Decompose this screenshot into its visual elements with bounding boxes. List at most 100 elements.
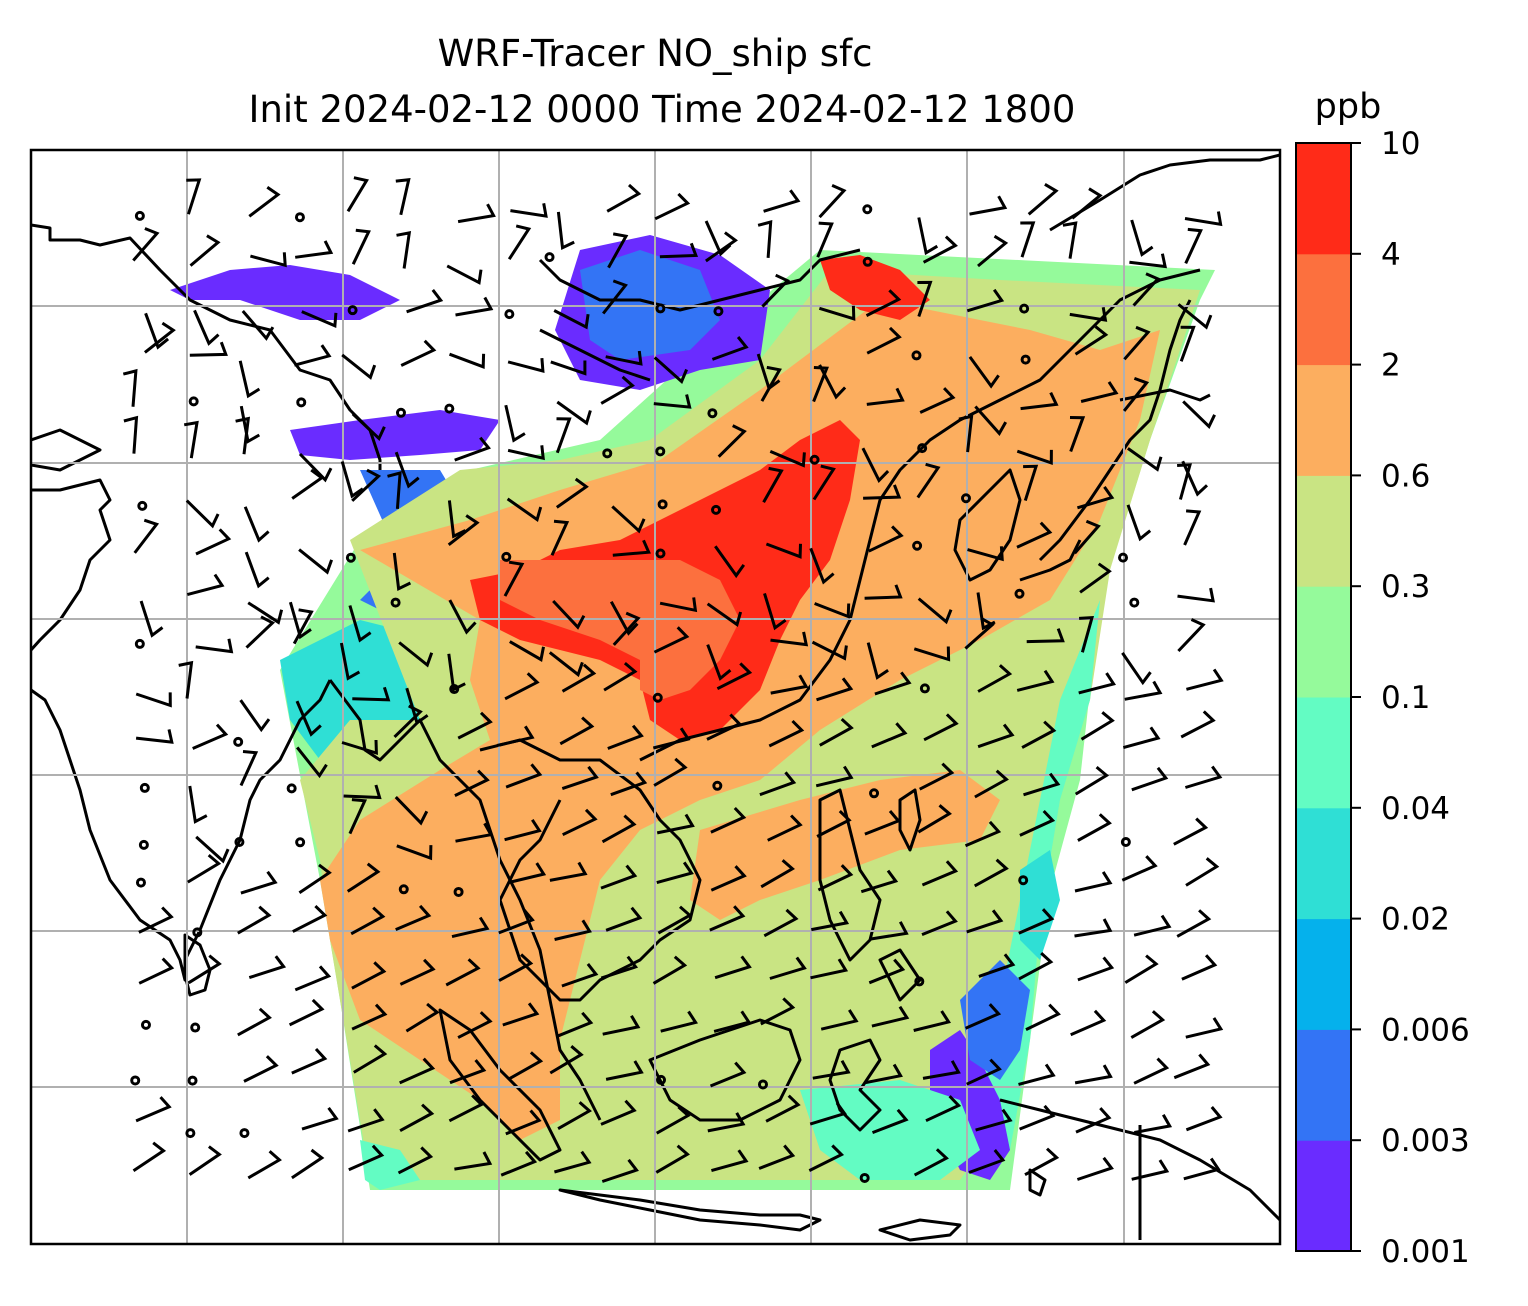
wind-barb bbox=[339, 642, 361, 681]
wind-barb bbox=[1016, 669, 1055, 692]
wind-barb bbox=[399, 1057, 436, 1085]
colorbar-tick-label: 0.003 bbox=[1381, 1123, 1470, 1159]
wind-barb bbox=[1016, 521, 1053, 549]
wind-barb bbox=[508, 862, 547, 884]
wind-barb bbox=[138, 906, 174, 934]
calm-wind-marker bbox=[449, 684, 460, 695]
wind-barb bbox=[447, 500, 467, 539]
wind-barb bbox=[296, 746, 328, 779]
wind-barb bbox=[958, 414, 974, 453]
wind-barb bbox=[248, 186, 281, 218]
wind-barb bbox=[653, 356, 688, 385]
wind-barb bbox=[1018, 908, 1055, 935]
wind-barb bbox=[394, 796, 429, 826]
wind-barb bbox=[506, 497, 543, 523]
colorbar-band bbox=[1296, 586, 1351, 698]
wind-barb bbox=[864, 810, 901, 836]
wind-barb bbox=[768, 719, 805, 748]
wind-barb bbox=[655, 1105, 691, 1135]
wind-barb bbox=[301, 1107, 339, 1131]
wind-barb bbox=[392, 552, 412, 591]
coastline-bay-of-bengal bbox=[328, 679, 602, 1121]
wind-barb bbox=[135, 692, 172, 708]
wind-barb bbox=[454, 1151, 493, 1171]
wind-barb bbox=[1018, 951, 1054, 981]
wind-barb bbox=[1020, 391, 1059, 411]
wind-barb bbox=[352, 686, 391, 702]
wind-barb bbox=[763, 592, 787, 631]
wind-barb bbox=[1127, 447, 1163, 472]
wind-barb bbox=[398, 641, 434, 668]
wind-barb bbox=[653, 757, 688, 787]
wind-barb bbox=[239, 750, 259, 787]
wind-barb bbox=[353, 1044, 388, 1074]
wind-barb bbox=[1069, 416, 1086, 453]
wind-barb bbox=[812, 464, 836, 501]
wind-barb bbox=[919, 762, 955, 791]
colorbar-tick-label: 4 bbox=[1381, 237, 1401, 273]
wind-barb bbox=[1077, 813, 1112, 842]
wind-barb bbox=[861, 447, 890, 483]
southeast-blue bbox=[960, 960, 1030, 1080]
wind-barb bbox=[967, 546, 1004, 562]
wind-barb bbox=[553, 309, 590, 330]
wind-barb bbox=[351, 228, 371, 265]
colorbar-unit: ppb bbox=[1315, 87, 1382, 127]
wind-barb bbox=[767, 814, 803, 842]
wind-barb bbox=[298, 548, 334, 575]
wind-barb bbox=[498, 953, 534, 982]
wind-barb bbox=[449, 1059, 487, 1085]
wind-barb bbox=[1023, 464, 1039, 502]
wind-barb bbox=[562, 808, 598, 837]
wind-barb bbox=[969, 195, 1008, 216]
wind-barb bbox=[763, 908, 799, 938]
wind-barb bbox=[1123, 726, 1161, 750]
colorbar-tick-label: 2 bbox=[1381, 348, 1401, 384]
wind-barb bbox=[922, 1060, 961, 1080]
wind-barb bbox=[292, 608, 314, 645]
wind-barb bbox=[710, 806, 747, 834]
wind-barb bbox=[710, 865, 747, 892]
wind-barb bbox=[348, 798, 368, 835]
wind-barb bbox=[387, 471, 402, 510]
wind-barb bbox=[978, 953, 1016, 978]
wind-barb bbox=[1076, 1156, 1114, 1181]
calm-wind-marker bbox=[233, 736, 244, 747]
wind-barb bbox=[1134, 1113, 1173, 1134]
wind-barb bbox=[1133, 914, 1172, 937]
wind-barb bbox=[351, 961, 387, 990]
colorbar-tick-label: 0.1 bbox=[1381, 680, 1430, 716]
calm-wind-marker bbox=[869, 788, 880, 799]
calm-wind-marker bbox=[188, 396, 199, 407]
wind-barb bbox=[705, 231, 738, 263]
gridlines bbox=[31, 150, 1280, 1244]
calm-wind-marker bbox=[960, 493, 971, 504]
wind-barb bbox=[186, 178, 202, 215]
southwest-teal-tip bbox=[360, 1140, 420, 1190]
wind-barb bbox=[1184, 227, 1203, 265]
wind-barb bbox=[760, 365, 782, 402]
map-frame bbox=[29, 148, 1282, 1246]
wind-barb bbox=[1023, 772, 1061, 797]
wind-barb bbox=[395, 177, 411, 216]
coastline-korea bbox=[953, 468, 1022, 582]
calm-wind-marker bbox=[295, 837, 306, 848]
wind-barb bbox=[405, 687, 429, 726]
wind-barb bbox=[601, 1158, 639, 1183]
wind-barb bbox=[1071, 187, 1103, 220]
wind-barb bbox=[770, 674, 809, 695]
wind-barb bbox=[189, 341, 228, 357]
wind-barb bbox=[868, 958, 906, 985]
wind-barb bbox=[1123, 325, 1151, 361]
wind-barb bbox=[393, 704, 423, 738]
wind-barb bbox=[455, 822, 494, 843]
wind-barb bbox=[1177, 303, 1213, 330]
wind-barb bbox=[548, 651, 584, 678]
wind-barb bbox=[968, 356, 1000, 389]
wind-barb bbox=[448, 1094, 485, 1123]
calm-wind-marker bbox=[707, 408, 718, 419]
wind-barb bbox=[866, 387, 905, 406]
wind-barb bbox=[346, 176, 369, 213]
wind-barb bbox=[346, 862, 381, 893]
